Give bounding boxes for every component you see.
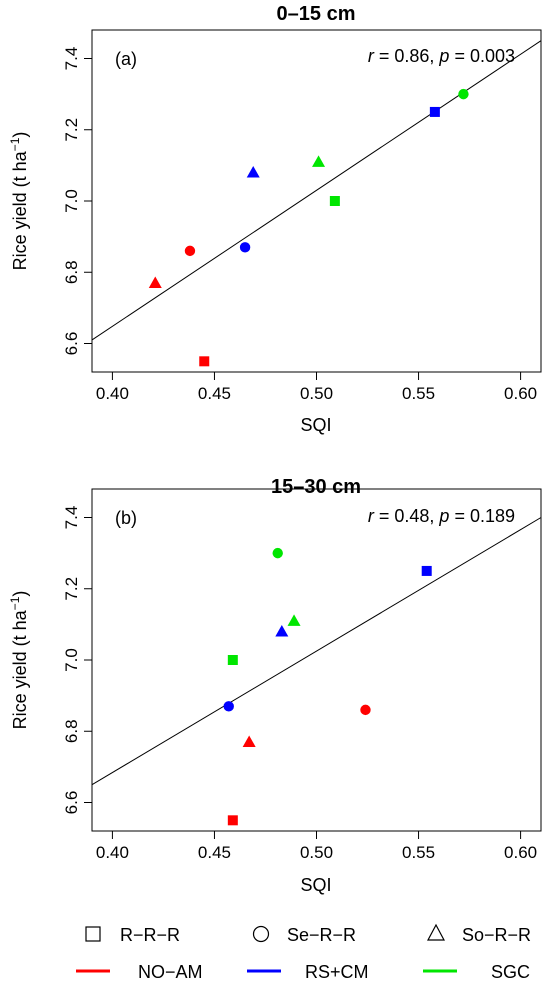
legend: R−R−R Se−R−R So−R−R NO−AM RS+CM SGC <box>76 923 531 982</box>
y-tick-label: 6.6 <box>62 332 81 356</box>
x-tick-label: 0.50 <box>300 843 333 862</box>
y-tick-label: 7.4 <box>62 47 81 71</box>
chart-title: 0–15 cm <box>277 3 356 25</box>
data-point-triangle <box>275 625 289 637</box>
y-tick-label: 6.8 <box>62 260 81 284</box>
circle-icon <box>252 925 270 943</box>
data-point-square <box>227 655 238 665</box>
x-tick-label: 0.45 <box>198 384 231 403</box>
stat-p-label: p <box>438 46 449 66</box>
legend-item-no-am: NO−AM <box>76 962 203 982</box>
legend-item-so-r-r: So−R−R <box>427 923 531 945</box>
y-axis-label-close: ) <box>10 132 30 138</box>
regression-line <box>91 40 542 341</box>
x-tick-label: 0.60 <box>504 843 537 862</box>
x-tick-label: 0.40 <box>96 384 129 403</box>
stat-r-label: r <box>368 506 375 526</box>
square-icon <box>85 926 101 942</box>
plot-marks <box>91 517 542 826</box>
y-axis-label-sup: −1 <box>8 137 22 151</box>
data-point-triangle <box>312 155 326 167</box>
data-point-square <box>329 196 340 206</box>
data-point-triangle <box>287 614 301 626</box>
data-point-circle <box>223 701 234 712</box>
panel-label: (a) <box>115 49 137 69</box>
y-tick-label: 7.2 <box>62 577 81 601</box>
y-axis-label-text: Rice yield (t ha <box>10 150 30 270</box>
data-point-square <box>429 106 440 117</box>
chart-title: 15–30 cm <box>271 476 361 498</box>
x-axis: 0.40 0.45 0.50 0.55 0.60 <box>96 372 537 403</box>
x-axis: 0.40 0.45 0.50 0.55 0.60 <box>96 831 537 862</box>
legend-item-r-r-r: R−R−R <box>85 925 180 945</box>
data-point-circle <box>239 242 251 253</box>
y-tick-label: 7.4 <box>62 506 81 530</box>
x-tick-label: 0.60 <box>504 384 537 403</box>
x-tick-label: 0.40 <box>96 843 129 862</box>
chart-panel-a: 0–15 cm (a) r = 0.86, p = 0.003 0.40 0.45… <box>8 3 542 435</box>
legend-label: NO−AM <box>138 962 203 982</box>
data-point-square <box>421 565 432 576</box>
plot-marks <box>91 40 542 367</box>
legend-label: So−R−R <box>462 925 531 945</box>
triangle-icon <box>427 923 445 941</box>
x-tick-label: 0.55 <box>402 843 435 862</box>
y-tick-label: 7.2 <box>62 118 81 142</box>
legend-item-se-r-r: Se−R−R <box>252 925 356 945</box>
correlation-stat: r = 0.48, p = 0.189 <box>368 506 515 526</box>
legend-item-rs-cm: RS+CM <box>247 962 369 982</box>
legend-label: R−R−R <box>120 925 180 945</box>
x-axis-label: SQI <box>300 415 331 435</box>
data-point-circle <box>272 547 283 559</box>
y-axis: 6.6 6.8 7.0 7.2 7.4 <box>62 506 92 815</box>
y-tick-label: 6.8 <box>62 719 81 743</box>
data-point-circle <box>458 88 469 100</box>
stat-p-value: = 0.003 <box>449 46 515 66</box>
data-point-circle <box>360 704 371 716</box>
y-axis-label-sup: −1 <box>8 596 22 610</box>
legend-label: SGC <box>491 962 530 982</box>
data-point-triangle <box>242 735 256 747</box>
y-axis: 6.6 6.8 7.0 7.2 7.4 <box>62 47 92 356</box>
legend-label: Se−R−R <box>287 925 356 945</box>
y-axis-label-text: Rice yield (t ha <box>10 609 30 729</box>
x-tick-label: 0.55 <box>402 384 435 403</box>
x-tick-label: 0.50 <box>300 384 333 403</box>
stat-p-value: = 0.189 <box>449 506 515 526</box>
stat-r-label: r <box>368 46 375 66</box>
correlation-stat: r = 0.86, p = 0.003 <box>368 46 515 66</box>
stat-p-label: p <box>438 506 449 526</box>
y-tick-label: 7.0 <box>62 189 81 213</box>
panel-label: (b) <box>115 508 137 528</box>
y-axis-label: Rice yield (t ha−1) <box>8 132 30 271</box>
data-point-square <box>199 356 210 367</box>
x-axis-label: SQI <box>300 875 331 895</box>
data-point-triangle <box>148 276 162 288</box>
legend-label: RS+CM <box>305 962 369 982</box>
regression-line <box>91 517 542 786</box>
y-axis-label: Rice yield (t ha−1) <box>8 591 30 730</box>
x-tick-label: 0.45 <box>198 843 231 862</box>
plot-frame <box>91 488 542 832</box>
y-tick-label: 7.0 <box>62 648 81 672</box>
data-point-circle <box>184 245 196 257</box>
y-axis-label-close: ) <box>10 591 30 597</box>
data-point-triangle <box>246 166 260 178</box>
y-tick-label: 6.6 <box>62 791 81 815</box>
plot-frame <box>91 29 542 373</box>
legend-item-sgc: SGC <box>423 962 530 982</box>
stat-r-value: = 0.48, <box>374 506 440 526</box>
stat-r-value: = 0.86, <box>374 46 440 66</box>
data-point-square <box>227 815 238 826</box>
chart-panel-b: 15–30 cm (b) r = 0.48, p = 0.189 0.40 0.4… <box>8 476 542 895</box>
